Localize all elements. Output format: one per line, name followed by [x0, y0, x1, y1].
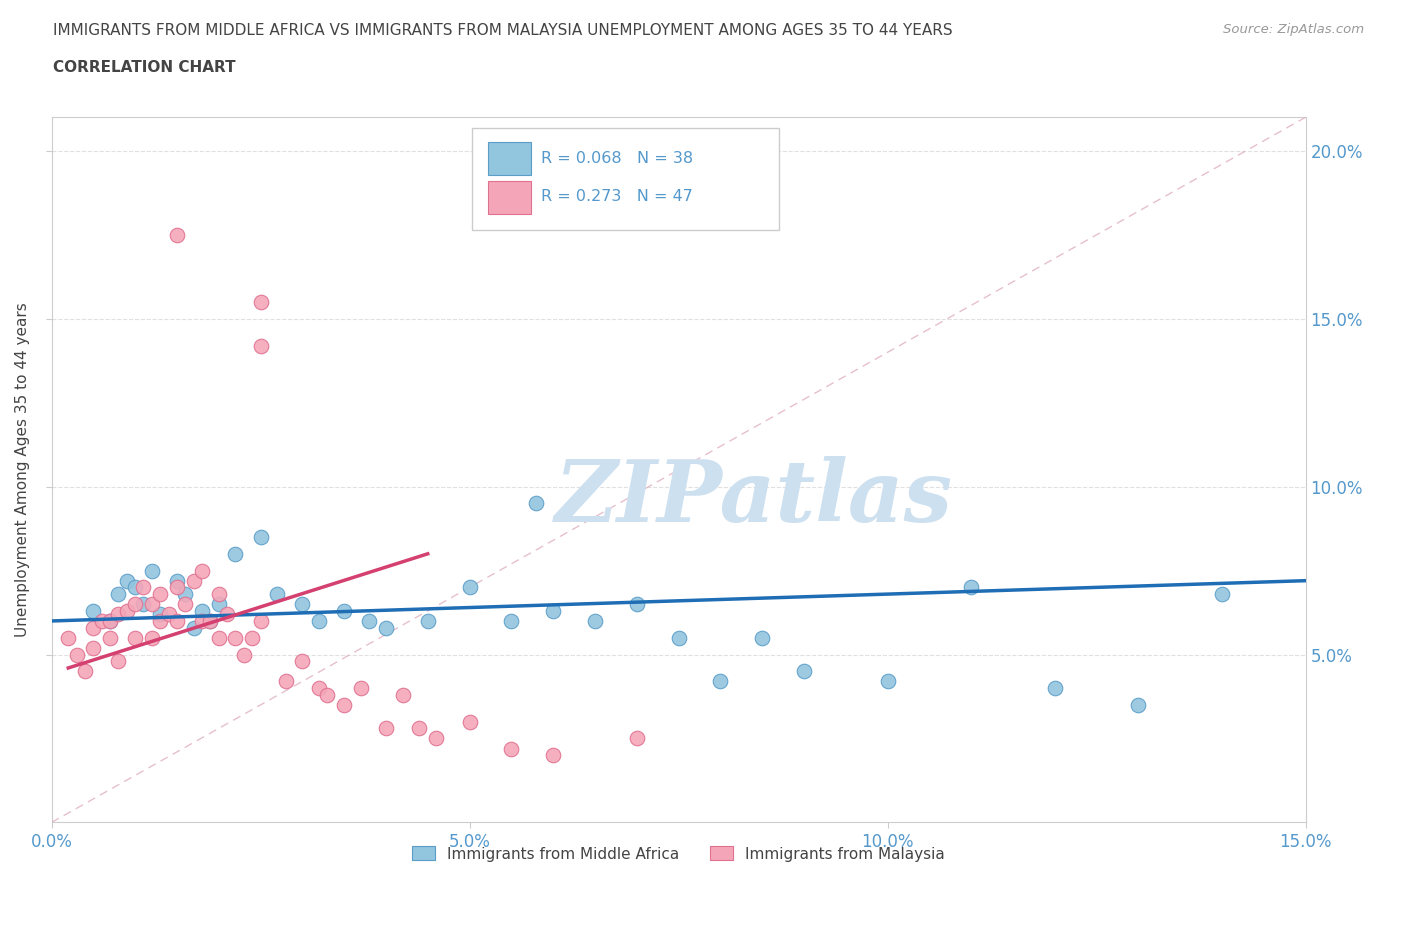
Point [191, 564, 214, 578]
Point [374, 721, 396, 736]
Point [333, 698, 356, 712]
Point [124, 597, 146, 612]
Point [1043, 681, 1066, 696]
Point [626, 731, 648, 746]
Point [876, 674, 898, 689]
Point [240, 631, 263, 645]
FancyBboxPatch shape [471, 128, 779, 230]
Point [141, 597, 163, 612]
Point [174, 597, 197, 612]
Point [249, 295, 271, 310]
Point [751, 631, 773, 645]
Point [960, 580, 983, 595]
Point [316, 687, 339, 702]
Point [157, 606, 180, 621]
Point [793, 664, 815, 679]
Point [374, 620, 396, 635]
Point [425, 731, 447, 746]
Point [526, 496, 548, 511]
Point [501, 614, 523, 629]
Point [416, 614, 439, 629]
Point [232, 647, 254, 662]
FancyBboxPatch shape [488, 142, 530, 175]
Point [200, 614, 222, 629]
Point [224, 546, 246, 561]
Text: CORRELATION CHART: CORRELATION CHART [53, 60, 236, 75]
Point [82, 604, 104, 618]
Point [107, 606, 129, 621]
Text: IMMIGRANTS FROM MIDDLE AFRICA VS IMMIGRANTS FROM MALAYSIA UNEMPLOYMENT AMONG AGE: IMMIGRANTS FROM MIDDLE AFRICA VS IMMIGRA… [53, 23, 953, 38]
Point [58, 631, 80, 645]
Point [149, 614, 172, 629]
Point [408, 721, 430, 736]
Point [183, 573, 205, 588]
Point [458, 580, 481, 595]
Point [308, 614, 330, 629]
Point [82, 641, 104, 656]
Point [174, 587, 197, 602]
Point [166, 573, 188, 588]
Point [132, 580, 155, 595]
Point [249, 339, 271, 353]
Point [166, 580, 188, 595]
Point [291, 597, 314, 612]
Point [208, 587, 231, 602]
Point [141, 631, 163, 645]
Point [115, 573, 138, 588]
Point [132, 597, 155, 612]
Point [350, 681, 373, 696]
Point [115, 604, 138, 618]
Point [124, 580, 146, 595]
Point [107, 587, 129, 602]
Y-axis label: Unemployment Among Ages 35 to 44 years: Unemployment Among Ages 35 to 44 years [15, 302, 30, 637]
Point [183, 620, 205, 635]
Point [149, 606, 172, 621]
Point [501, 741, 523, 756]
Point [149, 587, 172, 602]
Point [90, 614, 112, 629]
Point [626, 597, 648, 612]
Point [191, 614, 214, 629]
Legend: Immigrants from Middle Africa, Immigrants from Malaysia: Immigrants from Middle Africa, Immigrant… [406, 841, 950, 868]
Point [249, 529, 271, 544]
Point [166, 227, 188, 242]
Text: R = 0.068   N = 38: R = 0.068 N = 38 [540, 151, 693, 166]
Point [541, 604, 564, 618]
Point [333, 604, 356, 618]
Point [541, 748, 564, 763]
Point [458, 714, 481, 729]
Point [266, 587, 288, 602]
Point [308, 681, 330, 696]
Point [668, 631, 690, 645]
Point [98, 614, 121, 629]
Point [1128, 698, 1150, 712]
Point [208, 631, 231, 645]
Point [274, 674, 297, 689]
Point [200, 614, 222, 629]
Text: R = 0.273   N = 47: R = 0.273 N = 47 [540, 190, 693, 205]
Point [107, 654, 129, 669]
Text: ZIPatlas: ZIPatlas [555, 457, 953, 539]
Point [191, 604, 214, 618]
Point [359, 614, 381, 629]
Point [98, 614, 121, 629]
Point [82, 620, 104, 635]
Point [217, 606, 239, 621]
Point [73, 664, 96, 679]
Point [208, 597, 231, 612]
Point [391, 687, 413, 702]
Point [249, 614, 271, 629]
Point [98, 631, 121, 645]
Point [291, 654, 314, 669]
FancyBboxPatch shape [488, 180, 530, 214]
Point [124, 631, 146, 645]
Point [1211, 587, 1233, 602]
Point [224, 631, 246, 645]
Point [709, 674, 731, 689]
Text: Source: ZipAtlas.com: Source: ZipAtlas.com [1223, 23, 1364, 36]
Point [166, 614, 188, 629]
Point [583, 614, 606, 629]
Point [65, 647, 87, 662]
Point [141, 564, 163, 578]
